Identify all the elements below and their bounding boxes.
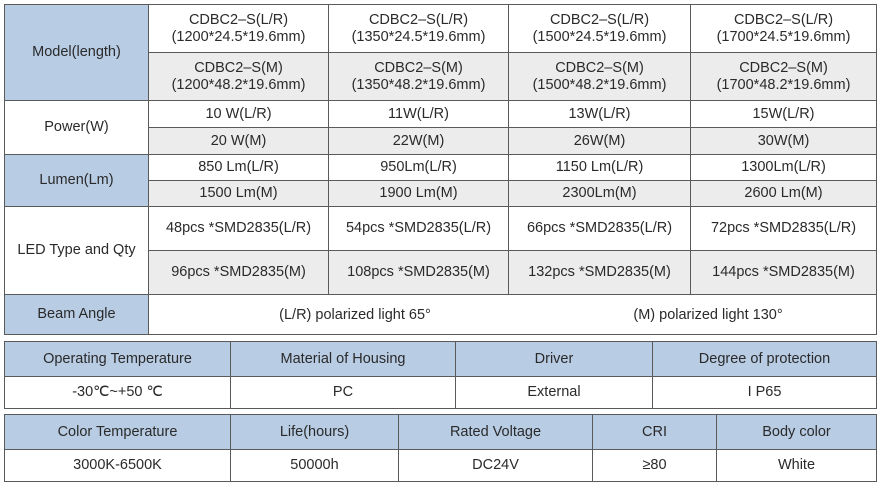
- value-cell: 3000K-6500K: [4, 449, 231, 482]
- value-cell: ≥80: [592, 449, 717, 482]
- value-cell: DC24V: [398, 449, 593, 482]
- spec-cell: 22W(M): [328, 127, 509, 155]
- spec-cell: CDBC2–S(L/R) (1500*24.5*19.6mm): [508, 4, 691, 53]
- spec-cell: CDBC2–S(L/R) (1700*24.5*19.6mm): [690, 4, 877, 53]
- header-cell: Degree of protection: [652, 341, 877, 377]
- header-cell: Material of Housing: [230, 341, 456, 377]
- spec-cell: 1900 Lm(M): [328, 180, 509, 207]
- spec-cell: 66pcs *SMD2835(L/R): [508, 206, 691, 251]
- spec-cell: 72pcs *SMD2835(L/R): [690, 206, 877, 251]
- beam-value: (L/R) polarized light 65°: [279, 307, 431, 323]
- value-cell: White: [716, 449, 877, 482]
- spec-cell: 11W(L/R): [328, 100, 509, 128]
- spec-cell: 48pcs *SMD2835(L/R): [148, 206, 329, 251]
- spec-cell: CDBC2–S(M) (1200*48.2*19.6mm): [148, 52, 329, 101]
- header-cell: CRI: [592, 414, 717, 450]
- value-cell: 50000h: [230, 449, 399, 482]
- spec-cell: 54pcs *SMD2835(L/R): [328, 206, 509, 251]
- spec-cell: CDBC2–S(L/R) (1350*24.5*19.6mm): [328, 4, 509, 53]
- spec-cell: CDBC2–S(M) (1500*48.2*19.6mm): [508, 52, 691, 101]
- spec-cell: 850 Lm(L/R): [148, 154, 329, 181]
- spec-cell: 13W(L/R): [508, 100, 691, 128]
- spec-cell: 30W(M): [690, 127, 877, 155]
- beam-value: (M) polarized light 130°: [633, 307, 783, 323]
- spec-cell: 950Lm(L/R): [328, 154, 509, 181]
- spec-cell: CDBC2–S(M) (1350*48.2*19.6mm): [328, 52, 509, 101]
- spec-cell: 144pcs *SMD2835(M): [690, 250, 877, 295]
- row-label: Lumen(Lm): [4, 154, 149, 207]
- value-cell: PC: [230, 376, 456, 409]
- header-cell: Operating Temperature: [4, 341, 231, 377]
- spec-cell: 15W(L/R): [690, 100, 877, 128]
- header-cell: Driver: [455, 341, 653, 377]
- spec-cell: 132pcs *SMD2835(M): [508, 250, 691, 295]
- header-cell: Life(hours): [230, 414, 399, 450]
- spec-cell: 2300Lm(M): [508, 180, 691, 207]
- beam-cell: [148, 294, 877, 335]
- spec-cell: 2600 Lm(M): [690, 180, 877, 207]
- row-label: LED Type and Qty: [4, 206, 149, 295]
- spec-cell: 108pcs *SMD2835(M): [328, 250, 509, 295]
- spec-cell: 1500 Lm(M): [148, 180, 329, 207]
- spec-cell: 10 W(L/R): [148, 100, 329, 128]
- row-label: Beam Angle: [4, 294, 149, 335]
- spec-cell: 1300Lm(L/R): [690, 154, 877, 181]
- value-cell: -30℃~+50 ℃: [4, 376, 231, 409]
- value-cell: External: [455, 376, 653, 409]
- row-label: Model(length): [4, 4, 149, 101]
- spec-cell: CDBC2–S(M) (1700*48.2*19.6mm): [690, 52, 877, 101]
- row-label: Power(W): [4, 100, 149, 155]
- spec-cell: CDBC2–S(L/R) (1200*24.5*19.6mm): [148, 4, 329, 53]
- header-cell: Rated Voltage: [398, 414, 593, 450]
- header-cell: Color Temperature: [4, 414, 231, 450]
- spec-cell: 1150 Lm(L/R): [508, 154, 691, 181]
- spec-cell: 26W(M): [508, 127, 691, 155]
- spec-cell: 20 W(M): [148, 127, 329, 155]
- spec-cell: 96pcs *SMD2835(M): [148, 250, 329, 295]
- value-cell: I P65: [652, 376, 877, 409]
- header-cell: Body color: [716, 414, 877, 450]
